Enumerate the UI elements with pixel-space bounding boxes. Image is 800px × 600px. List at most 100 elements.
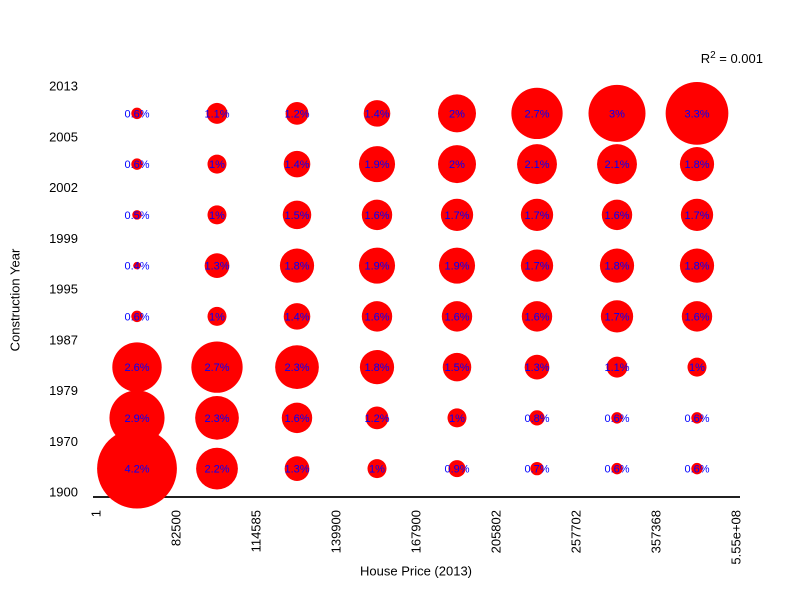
x-tick-label: 257702 bbox=[569, 510, 584, 553]
bubble-value-label: 1.4% bbox=[364, 108, 389, 120]
bubble bbox=[275, 345, 319, 389]
bubble bbox=[204, 253, 230, 278]
bubble bbox=[438, 145, 476, 184]
bubble bbox=[133, 261, 141, 270]
r-squared-base: R bbox=[700, 51, 711, 67]
bubble-value-label: 0.6% bbox=[124, 311, 149, 323]
bubble bbox=[520, 198, 554, 232]
bubble bbox=[131, 310, 143, 323]
bubble-value-label: 1.5% bbox=[444, 362, 469, 374]
bubble-value-label: 4.2% bbox=[124, 464, 149, 476]
bubble-value-label: 0.5% bbox=[124, 210, 149, 222]
bubble-value-label: 1.6% bbox=[604, 210, 629, 222]
bubble-value-label: 1.8% bbox=[604, 261, 629, 273]
bubble-value-label: 0.6% bbox=[124, 159, 149, 171]
bubble-value-label: 2% bbox=[449, 159, 465, 171]
bubble-value-label: 0.6% bbox=[684, 413, 709, 425]
bubble bbox=[359, 350, 395, 385]
bubble bbox=[281, 402, 313, 434]
bubble bbox=[207, 306, 227, 326]
bubble bbox=[438, 247, 476, 284]
bubble-value-label: 1% bbox=[209, 311, 225, 323]
r-squared-value: = 0.001 bbox=[715, 51, 763, 67]
bubble-value-label: 1% bbox=[209, 210, 225, 222]
bubble bbox=[665, 82, 729, 145]
y-tick-label: 1900 bbox=[49, 485, 78, 500]
bubble-value-label: 1% bbox=[209, 159, 225, 171]
x-tick-label: 357368 bbox=[649, 510, 664, 553]
bubble-value-label: 1.6% bbox=[524, 311, 549, 323]
bubble-value-label: 1.9% bbox=[364, 159, 389, 171]
bubble bbox=[206, 102, 228, 124]
bubble bbox=[279, 248, 315, 283]
bubble bbox=[606, 356, 628, 378]
bubble-value-label: 0.9% bbox=[444, 464, 469, 476]
bubble bbox=[680, 198, 714, 232]
y-axis-title: Construction Year bbox=[7, 248, 23, 352]
bubble-value-label: 2% bbox=[449, 108, 465, 120]
bubble bbox=[529, 410, 545, 426]
bubble-value-label: 1.6% bbox=[684, 311, 709, 323]
bubble-value-label: 1.3% bbox=[524, 362, 549, 374]
bubble-value-label: 1% bbox=[369, 464, 385, 476]
bubble-value-label: 1.7% bbox=[524, 210, 549, 222]
bubble bbox=[448, 460, 466, 478]
bubble bbox=[363, 100, 391, 127]
bubble bbox=[611, 412, 623, 424]
y-tick-label: 1970 bbox=[49, 434, 78, 449]
bubble bbox=[600, 300, 634, 333]
bubble bbox=[511, 87, 563, 140]
y-tick-label: 1987 bbox=[49, 332, 78, 347]
bubble bbox=[601, 199, 633, 231]
bubble bbox=[283, 150, 311, 178]
bubble bbox=[530, 461, 544, 476]
x-tick-label: 114585 bbox=[249, 510, 264, 552]
y-tick-label: 2013 bbox=[49, 79, 78, 94]
bubble-value-label: 1.3% bbox=[204, 261, 229, 273]
bubble bbox=[687, 357, 707, 377]
bubble bbox=[524, 354, 550, 380]
bubble bbox=[365, 406, 389, 430]
bubble bbox=[191, 341, 243, 393]
bubble bbox=[679, 248, 715, 283]
bubble-value-label: 1.4% bbox=[284, 159, 309, 171]
bubble-value-label: 1.7% bbox=[524, 261, 549, 273]
bubble-value-label: 1.6% bbox=[364, 210, 389, 222]
bubble-value-label: 2.3% bbox=[284, 362, 309, 374]
x-tick-label: 139900 bbox=[329, 510, 344, 553]
bubble bbox=[691, 462, 703, 475]
bubble-value-label: 1.9% bbox=[444, 261, 469, 273]
bubble bbox=[285, 101, 309, 125]
bubble bbox=[195, 396, 239, 440]
bubble bbox=[361, 199, 393, 231]
bubble bbox=[691, 412, 703, 424]
bubble-value-label: 2.7% bbox=[204, 362, 229, 374]
bubble bbox=[283, 303, 311, 330]
bubble bbox=[131, 158, 143, 170]
bubble-value-label: 3.3% bbox=[684, 108, 709, 120]
bubble bbox=[438, 94, 476, 133]
bubble-value-label: 0.6% bbox=[604, 413, 629, 425]
bubble bbox=[599, 248, 635, 283]
bubble bbox=[588, 84, 646, 142]
bubble bbox=[367, 459, 387, 479]
bubble-value-label: 1.7% bbox=[444, 210, 469, 222]
r-squared-annotation: R2 = 0.001 bbox=[701, 50, 763, 66]
y-tick-label: 2002 bbox=[49, 180, 78, 195]
bubble-value-label: 1.6% bbox=[364, 311, 389, 323]
bubble bbox=[132, 210, 142, 220]
bubble-value-label: 2.7% bbox=[524, 108, 549, 120]
bubble bbox=[131, 107, 143, 120]
x-tick-label: 205802 bbox=[489, 510, 504, 553]
bubble-value-label: 2.1% bbox=[604, 159, 629, 171]
bubble-value-label: 1.2% bbox=[364, 413, 389, 425]
bubble-value-label: 1.5% bbox=[284, 210, 309, 222]
bubble bbox=[597, 144, 637, 185]
bubble bbox=[358, 146, 396, 183]
bubble bbox=[441, 301, 473, 332]
x-tick-label: 82500 bbox=[169, 510, 184, 546]
bubble-value-label: 2.3% bbox=[204, 413, 229, 425]
bubble bbox=[679, 147, 715, 182]
bubble-value-label: 1.7% bbox=[684, 210, 709, 222]
